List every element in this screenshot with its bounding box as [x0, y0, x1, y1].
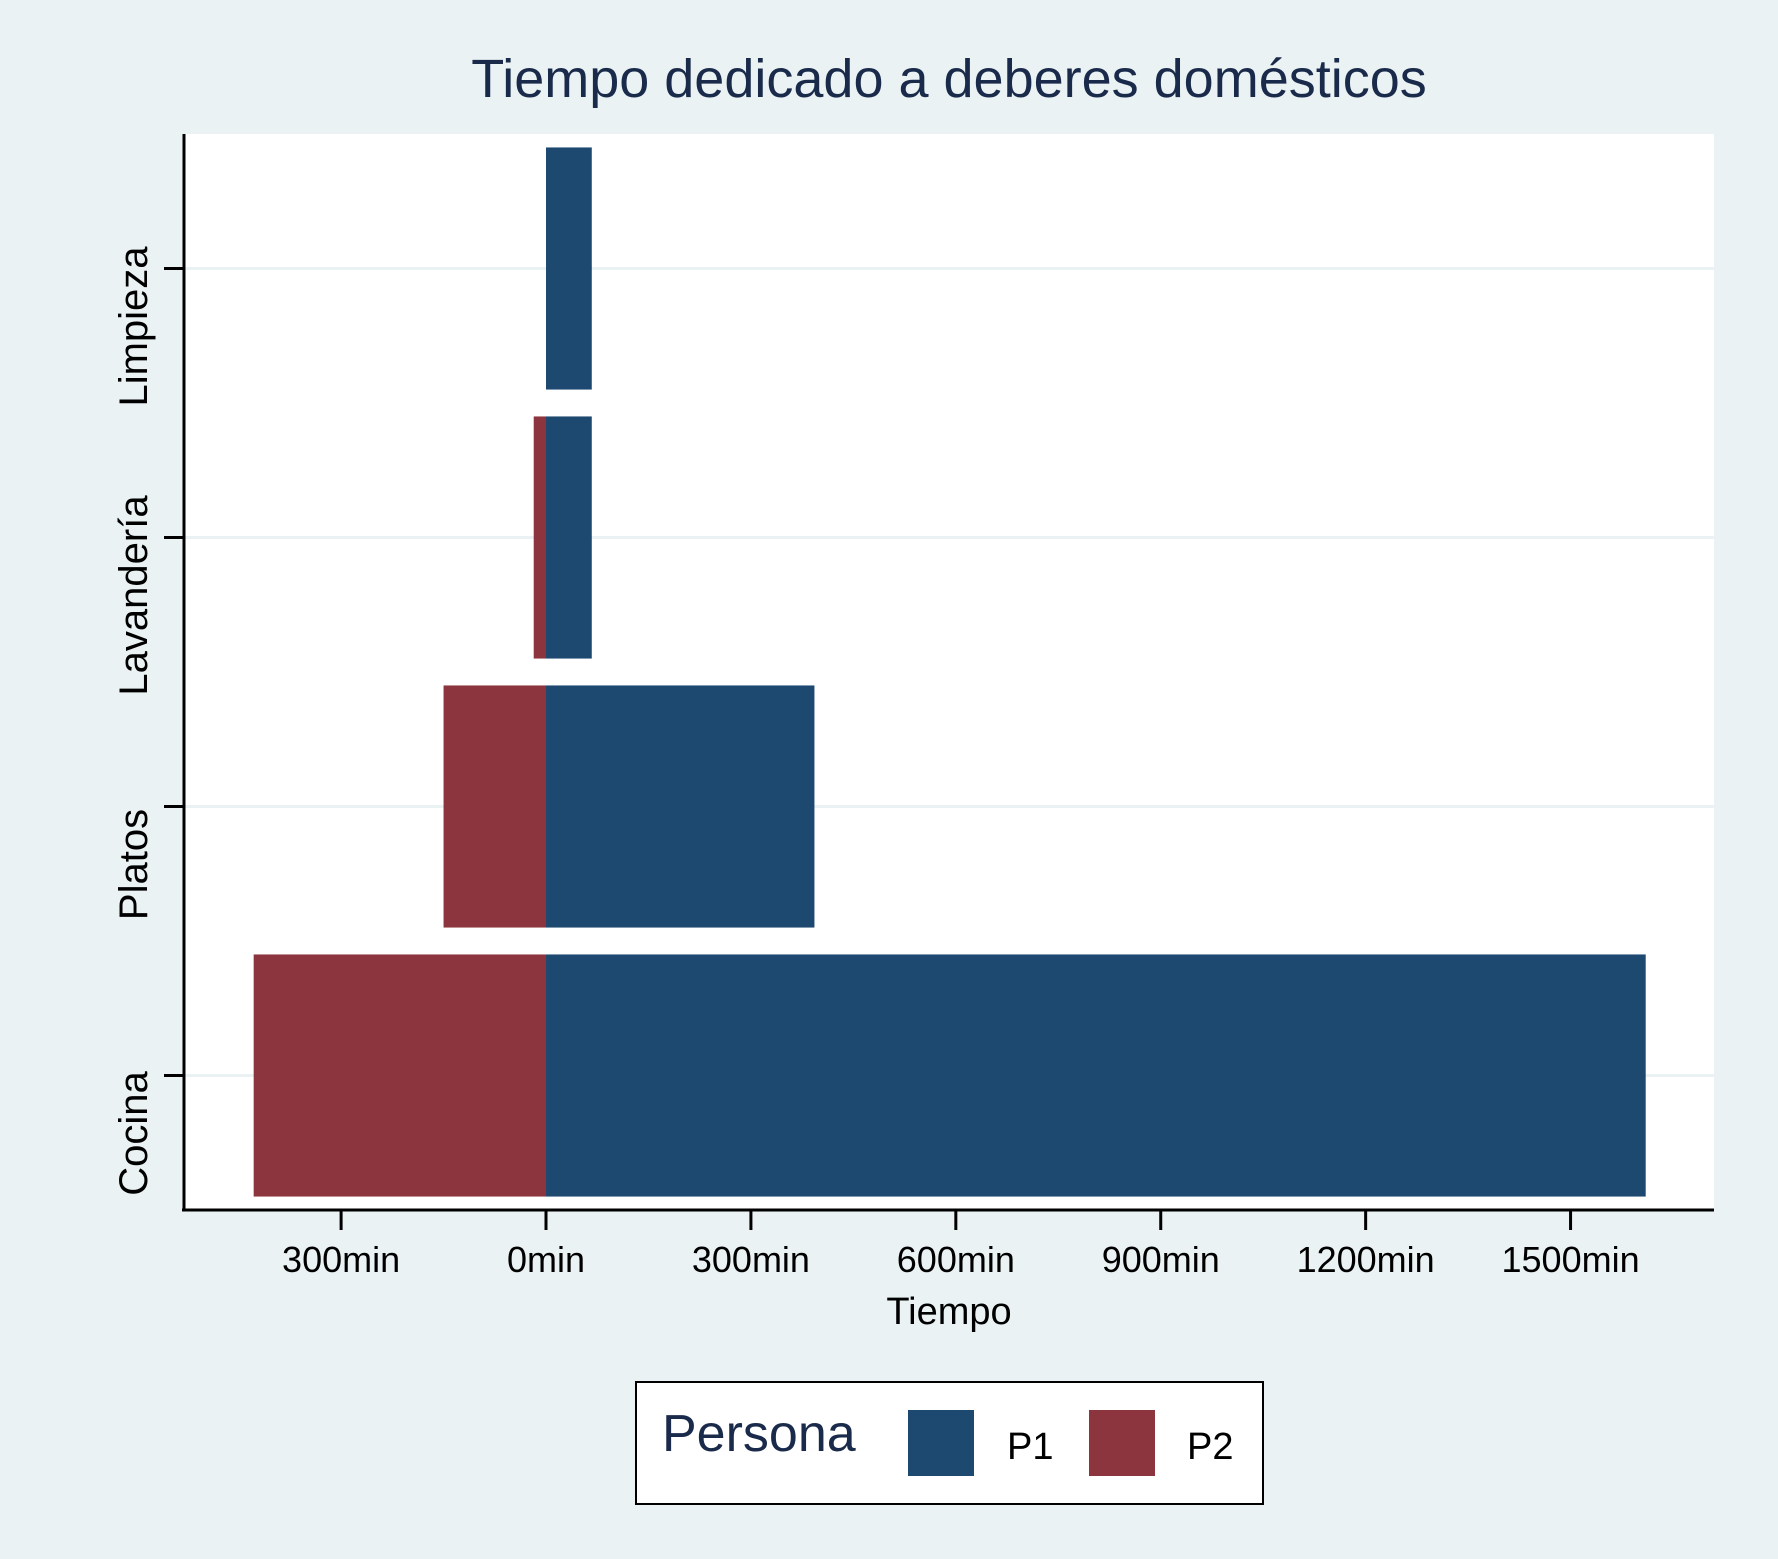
x-ticks: 300min 0min 300min 600min 900min 1200min 1500m… — [282, 1210, 1640, 1280]
bar-p1-limpieza — [546, 147, 592, 390]
bar-p2-cocina — [253, 954, 547, 1197]
bar-p2-platos — [443, 685, 547, 928]
legend-swatch-p2 — [1089, 1410, 1155, 1476]
x-tick-label-2: 300min — [692, 1239, 810, 1280]
x-tick-label-4: 900min — [1102, 1239, 1220, 1280]
bar-p1-lavanderia — [546, 416, 592, 659]
x-tick-label-5: 1200min — [1297, 1239, 1435, 1280]
bars-layer — [253, 147, 1646, 1197]
x-tick-label-1: 0min — [507, 1239, 585, 1280]
bar-p2-lavanderia — [533, 416, 547, 659]
legend-title: Persona — [662, 1405, 856, 1463]
y-tick-label-limpieza: Limpieza — [112, 246, 156, 407]
y-tick-label-platos: Platos — [112, 809, 156, 920]
bar-p1-platos — [546, 685, 815, 928]
legend-label-p2: P2 — [1187, 1426, 1233, 1468]
y-tick-label-cocina: Cocina — [112, 1070, 156, 1195]
legend-swatch-p1 — [908, 1410, 974, 1476]
y-ticks: Cocina Platos Lavandería Limpieza — [112, 246, 184, 1196]
legend: Persona P1 P2 — [635, 1381, 1264, 1505]
x-tick-label-3: 600min — [897, 1239, 1015, 1280]
x-tick-label-0: 300min — [282, 1239, 400, 1280]
chart-title: Tiempo dedicado a deberes domésticos — [471, 49, 1427, 109]
x-tick-label-6: 1500min — [1502, 1239, 1640, 1280]
x-axis-title: Tiempo — [886, 1291, 1011, 1333]
axes-layer — [182, 134, 1714, 1212]
y-tick-label-lavanderia: Lavandería — [112, 495, 156, 696]
legend-label-p1: P1 — [1007, 1426, 1053, 1468]
bar-p1-cocina — [546, 954, 1646, 1197]
